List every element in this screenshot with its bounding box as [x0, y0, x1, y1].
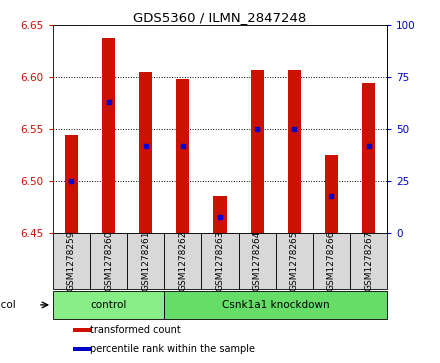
Bar: [73, 347, 91, 351]
Title: GDS5360 / ILMN_2847248: GDS5360 / ILMN_2847248: [133, 11, 307, 24]
Text: GSM1278266: GSM1278266: [327, 231, 336, 291]
Bar: [73, 328, 91, 332]
Text: GSM1278267: GSM1278267: [364, 231, 373, 291]
FancyBboxPatch shape: [164, 291, 387, 319]
Bar: [276, 233, 313, 289]
Bar: [53, 233, 90, 289]
Text: protocol: protocol: [0, 300, 16, 310]
Text: percentile rank within the sample: percentile rank within the sample: [90, 344, 255, 354]
Text: control: control: [90, 300, 127, 310]
Bar: [288, 70, 301, 233]
Bar: [65, 135, 78, 233]
Bar: [164, 233, 202, 289]
FancyBboxPatch shape: [53, 291, 164, 319]
Bar: [102, 38, 115, 233]
Bar: [251, 70, 264, 233]
Bar: [238, 233, 276, 289]
Bar: [313, 233, 350, 289]
Text: GSM1278265: GSM1278265: [290, 231, 299, 291]
Bar: [362, 83, 375, 233]
Bar: [213, 196, 227, 233]
Bar: [176, 79, 189, 233]
Text: GSM1278259: GSM1278259: [67, 231, 76, 291]
Bar: [90, 233, 127, 289]
Text: Csnk1a1 knockdown: Csnk1a1 knockdown: [222, 300, 330, 310]
Bar: [202, 233, 238, 289]
Text: GSM1278261: GSM1278261: [141, 231, 150, 291]
Text: GSM1278262: GSM1278262: [178, 231, 187, 291]
Bar: [139, 72, 152, 233]
Bar: [127, 233, 164, 289]
Bar: [350, 233, 387, 289]
Text: transformed count: transformed count: [90, 325, 180, 335]
Text: GSM1278263: GSM1278263: [216, 231, 224, 291]
Bar: [325, 155, 338, 233]
Text: GSM1278260: GSM1278260: [104, 231, 113, 291]
Text: GSM1278264: GSM1278264: [253, 231, 262, 291]
